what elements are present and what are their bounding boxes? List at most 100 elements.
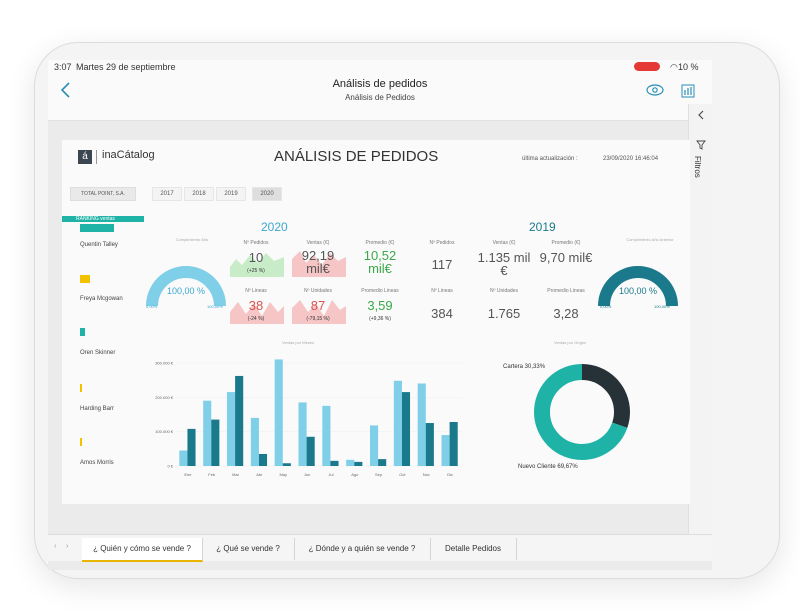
kpi-2020-unidades-value: 87 xyxy=(310,298,326,313)
company-selector[interactable]: TOTAL POINT, S.A. xyxy=(70,187,136,201)
bar-anterior-sep xyxy=(378,459,387,466)
update-label: última actualización : xyxy=(522,156,578,162)
kpi-2019-pedidos-header: Nº Pedidos xyxy=(429,240,455,246)
year-header-2019: 2019 xyxy=(529,220,556,234)
wifi-icon: ◠ xyxy=(670,62,678,72)
bar-anterior-mar xyxy=(235,375,244,466)
kpi-2020-pedidos-header: Nº Pedidos xyxy=(243,240,269,246)
bar-anterior-nov xyxy=(425,423,434,466)
bar-chart-title: Ventas por Meses xyxy=(282,340,315,345)
nav-bar: Análisis de pedidos Análisis de Pedidos xyxy=(48,74,712,121)
ranking-person-3[interactable]: Oren Skinner xyxy=(80,350,116,356)
year-button-2019[interactable]: 2019 xyxy=(216,187,246,201)
kpi-2020-lineas-header: Nº Lineas xyxy=(245,288,267,294)
bar-actual-jul xyxy=(322,405,331,466)
donut-label-cartera: Cartera 30,33% xyxy=(503,364,546,370)
bar-actual-may xyxy=(274,359,283,466)
status-bar: 3:07 Martes 29 de septiembre ◠ 10 % xyxy=(48,60,712,74)
kpi-2019-promedio-header: Promedio (€) xyxy=(551,240,581,246)
tab-detalle-pedidos[interactable]: Detalle Pedidos xyxy=(430,538,517,560)
kpi-2020-lineas-delta: (-24 %) xyxy=(247,316,265,322)
ranking-bar-4 xyxy=(80,384,82,392)
kpi-2020-ventas-header: Ventas (€) xyxy=(306,240,330,246)
kpi-2020-pedidos-value: 10 xyxy=(248,250,264,265)
report-pages-icon[interactable] xyxy=(681,82,695,98)
bar-actual-sep xyxy=(370,425,379,466)
y-tick-label: 200.000 € xyxy=(155,395,174,400)
kpi-2020-pedidos-sparkline xyxy=(230,253,284,277)
report-canvas: á inaCátalog ANÁLISIS DE PEDIDOS última … xyxy=(62,140,690,504)
kpi-2019-promedio-value: 9,70 mil€ xyxy=(539,250,593,265)
tab-que-se-vende[interactable]: ¿ Qué se vende ? xyxy=(202,538,295,560)
gauge-2019 xyxy=(598,266,678,307)
kpi-2019-ventas-header: Ventas (€) xyxy=(492,240,516,246)
bar-actual-nov xyxy=(417,383,426,466)
year-button-2020[interactable]: 2020 xyxy=(252,187,282,201)
tab-scroll-right-icon[interactable]: › xyxy=(66,543,69,550)
tab-quien-y-como[interactable]: ¿ Quién y cómo se vende ? xyxy=(82,538,203,562)
ranking-person-4[interactable]: Harding Barr xyxy=(80,406,115,412)
kpi-2020-promedio-lineas-delta: (+9,36 %) xyxy=(369,316,391,322)
donut-label-nuevo-cliente: Nuevo Cliente 69,67% xyxy=(518,464,578,470)
bar-actual-abr xyxy=(250,417,259,466)
monthly-sales-bar-chart: 0 € 100.000 € 200.000 € 300.000 € Ene Feb Mar A… xyxy=(155,359,462,477)
battery-level: 10 % xyxy=(678,62,699,72)
gauge-2020-max: 100,00% xyxy=(207,304,223,309)
gauge-2020-title: Cumplimiento Año xyxy=(175,237,209,242)
bar-actual-dic xyxy=(441,435,450,466)
bar-anterior-oct xyxy=(401,392,411,466)
tab-scroll-left-icon[interactable]: ‹ xyxy=(54,543,57,550)
filter-icon xyxy=(696,140,706,150)
x-tick-label: Ago xyxy=(351,472,359,477)
gauge-2019-min: 0,00% xyxy=(600,304,612,309)
kpi-2020-ventas-sparkline xyxy=(292,251,346,277)
kpi-2019-unidades-value: 1.765 xyxy=(487,306,521,321)
kpi-2019-pedidos-value: 117 xyxy=(431,257,453,272)
bar-actual-jun xyxy=(298,402,307,466)
x-tick-label: Jul xyxy=(328,472,333,477)
ranking-title: RANKING ventas xyxy=(62,216,144,222)
bar-anterior-jul xyxy=(330,460,339,466)
kpi-2019-unidades-header: Nº Unidades xyxy=(490,288,518,294)
page-tab-bar: ‹ › ¿ Quién y cómo se vende ? ¿ Qué se v… xyxy=(48,534,712,562)
nav-title: Análisis de pedidos xyxy=(332,78,428,90)
x-tick-label: Abr xyxy=(256,472,263,477)
x-tick-label: Sep xyxy=(375,472,383,477)
y-tick-label: 100.000 € xyxy=(155,429,174,434)
kpi-2020-unidades-delta: (-79,15 %) xyxy=(306,316,330,322)
filters-pane[interactable]: Filtros xyxy=(688,104,712,544)
sales-origin-donut-chart xyxy=(534,364,630,460)
gauge-2020-value: 100,00 % xyxy=(166,286,206,296)
ranking-bar-1 xyxy=(80,224,114,232)
collapse-filters-icon[interactable] xyxy=(697,110,705,120)
kpi-2020-lineas-sparkline xyxy=(230,302,284,324)
x-tick-label: Oct xyxy=(399,472,406,477)
y-tick-label: 0 € xyxy=(167,464,173,469)
bar-anterior-feb xyxy=(211,419,220,466)
recording-indicator xyxy=(634,62,660,71)
ranking-person-5[interactable]: Amos Morris xyxy=(80,460,114,466)
ranking-bar-3 xyxy=(80,328,85,336)
kpi-2020-promedio-value: 10,52 mil€ xyxy=(363,248,397,276)
status-date: Martes 29 de septiembre xyxy=(76,62,176,72)
kpi-2020-pedidos-delta: (+25 %) xyxy=(247,268,265,274)
bar-actual-feb xyxy=(203,400,212,466)
filters-label: Filtros xyxy=(693,156,702,178)
view-icon[interactable] xyxy=(646,84,664,96)
year-button-2017[interactable]: 2017 xyxy=(152,187,182,201)
kpi-2020-unidades-header: Nº Unidades xyxy=(304,288,332,294)
tab-donde-y-a-quien[interactable]: ¿ Dónde y a quién se vende ? xyxy=(294,538,431,560)
bar-anterior-may xyxy=(282,463,291,466)
donut-chart-title: Ventas por Origen xyxy=(554,340,587,345)
back-icon[interactable] xyxy=(60,82,72,98)
gauge-2020-min: 0,00% xyxy=(146,304,158,309)
bar-actual-ene xyxy=(179,450,188,466)
report-title: ANÁLISIS DE PEDIDOS xyxy=(274,148,439,165)
kpi-2020-promedio-lineas-header: Promedio Lineas xyxy=(361,288,399,294)
year-button-2018[interactable]: 2018 xyxy=(184,187,214,201)
gauge-2020 xyxy=(146,266,226,307)
ranking-person-1[interactable]: Quentin Talley xyxy=(80,242,118,248)
kpi-2019-lineas-value: 384 xyxy=(431,306,453,321)
kpi-2020-ventas-value: 92,19 mil€ xyxy=(301,248,335,276)
ranking-person-2[interactable]: Freya Mcgowan xyxy=(80,296,123,302)
